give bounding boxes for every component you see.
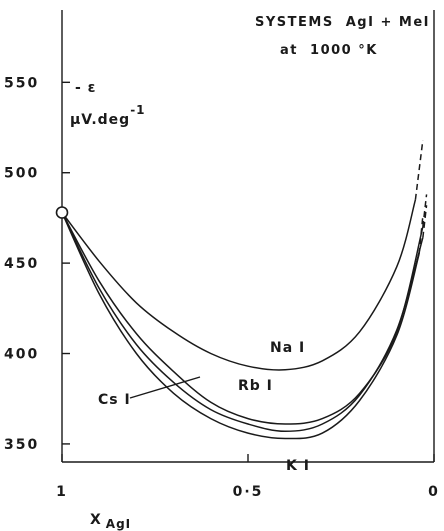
series-line-ki: [61, 212, 420, 440]
x-ticks: 1 0·5 0: [56, 454, 440, 500]
series-extrapolation-nai: [414, 140, 424, 200]
y-ticks: 350 400 450 500 550: [4, 75, 70, 453]
series-label-csi: Cs I: [98, 392, 131, 408]
series-labels: Na I Rb I Cs I K I: [98, 340, 310, 474]
csi-leader-line: [129, 376, 201, 399]
series-label-ki: K I: [286, 458, 310, 474]
y-tick-label: 400: [4, 347, 39, 363]
chart-subtitle: at 1000 °K: [280, 43, 378, 58]
series-extrapolation-ki: [418, 216, 424, 255]
y-axis-label-symbol: - ε: [75, 80, 96, 96]
x-tick-label: 0: [428, 484, 440, 500]
x-tick-label: 1: [56, 484, 68, 500]
y-axis-unit-base: μV.deg: [70, 112, 130, 128]
y-tick-label: 550: [4, 75, 39, 91]
series-extrapolation-rbi: [422, 194, 428, 228]
series-line-nai: [61, 199, 417, 371]
series-line-csi: [61, 212, 424, 433]
y-axis-label-unit: μV.deg-1: [70, 103, 146, 128]
series-label-rbi: Rb I: [238, 378, 273, 394]
series-label-nai: Na I: [270, 340, 305, 356]
series-extrapolation-csi: [422, 205, 428, 238]
x-tick-label: 0·5: [233, 484, 264, 500]
y-tick-label: 350: [4, 437, 39, 453]
y-tick-label: 500: [4, 166, 39, 182]
y-tick-label: 450: [4, 256, 39, 272]
x-axis-label-base: X: [90, 512, 102, 528]
x-axis-label: X AgI: [90, 512, 131, 531]
chart-title: SYSTEMS AgI + MeI: [255, 15, 430, 30]
series-curves: [55, 140, 428, 440]
start-point-marker: [55, 206, 69, 219]
x-axis-label-subscript: AgI: [106, 517, 131, 531]
y-axis-unit-exponent: -1: [130, 103, 145, 117]
